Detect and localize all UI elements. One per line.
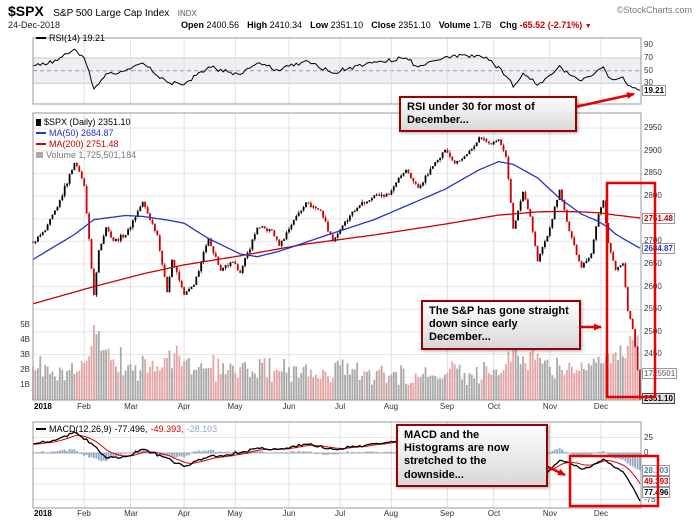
index-name: S&P 500 Large Cap Index (53, 8, 170, 19)
x-axis-month-label: Sep (439, 402, 455, 411)
histogram-value-label: -28.103 (186, 424, 218, 434)
x-axis-month-label: Nov (542, 402, 558, 411)
volume-last-value-box: 1725501 (642, 368, 678, 379)
volume-axis-label: 3B (20, 350, 30, 359)
rsi-axis-label: 30 (644, 78, 653, 87)
quote-date: 24-Dec-2018 (8, 20, 61, 30)
quote-close: Close 2351.10 (371, 20, 431, 30)
ma50-line-icon (36, 132, 46, 134)
price-axis-label: 2950 (644, 123, 662, 132)
ma200-line-icon (36, 143, 46, 145)
callout-price-note: The S&P has gone straight down since ear… (421, 300, 581, 350)
quote-low: Low 2351.10 (310, 20, 364, 30)
quote-open: Open 2400.56 (181, 20, 240, 30)
volume-axis-label: 2B (20, 365, 30, 374)
rsi-axis-label: 90 (644, 40, 653, 49)
macd-legend-name: MACD(12,26,9) (49, 424, 112, 434)
quote-change: Chg -65.52 (-2.71%) ▼ (499, 20, 592, 30)
rsi-line-icon (36, 37, 46, 39)
x-axis-month-label: 2018 (34, 402, 52, 411)
symbol: $SPX (8, 3, 44, 19)
exchange: INDX (177, 9, 197, 18)
macd-line-icon (36, 428, 46, 430)
x-axis-month-label: Jul (334, 509, 346, 518)
chart-header: $SPX S&P 500 Large Cap Index INDX ©Stock… (8, 3, 692, 19)
x-axis-month-label: Oct (487, 509, 501, 518)
price-axis-label: 2650 (644, 259, 662, 268)
x-axis-month-label: May (227, 402, 243, 411)
quote-row: 24-Dec-2018 Open 2400.56 High 2410.34 Lo… (8, 20, 692, 30)
signal-value-label: -49.393, (150, 424, 184, 434)
close-last-value-box: 2351.10 (642, 393, 675, 404)
volume-bars-icon (36, 152, 43, 158)
macd-signal-value-box: 49.393 (642, 476, 671, 487)
rsi-axis-label: 50 (644, 66, 653, 75)
macd-legend: MACD(12,26,9) -77.496, -49.393, -28.103 (36, 424, 217, 434)
callout-macd-note: MACD and the Histograms are now stretche… (396, 424, 548, 487)
volume-axis-label: 1B (20, 380, 30, 389)
macd-axis-label: 25 (644, 433, 653, 442)
price-axis-label: 2850 (644, 168, 662, 177)
volume-legend-label: Volume 1,725,501,184 (46, 150, 137, 160)
ma200-legend-label: MA(200) 2751.48 (49, 139, 119, 149)
x-axis-month-label: Nov (542, 509, 558, 518)
price-axis-label: 2550 (644, 304, 662, 313)
x-axis-month-label: Oct (487, 402, 501, 411)
volume-axis-label: 5B (20, 320, 30, 329)
ma50-legend: MA(50) 2684.87 (36, 128, 114, 138)
x-axis-month-label: Dec (593, 402, 609, 411)
candlestick-icon (36, 118, 41, 126)
price-axis-label: 2500 (644, 327, 662, 336)
spx-legend: $SPX (Daily) 2351.10 (36, 117, 131, 127)
quote-high: High 2410.34 (247, 20, 303, 30)
x-axis-month-label: 2018 (34, 509, 52, 518)
volume-legend: Volume 1,725,501,184 (36, 150, 136, 160)
price-axis-label: 2600 (644, 282, 662, 291)
ma200-last-value-box: 2751.48 (642, 213, 675, 224)
quote-volume: Volume 1.7B (438, 20, 492, 30)
x-axis-month-label: Mar (124, 509, 138, 518)
rsi-legend: RSI(14) 19.21 (36, 33, 105, 43)
rsi-last-value-box: 19.21 (642, 85, 667, 96)
spx-legend-label: $SPX (Daily) 2351.10 (44, 117, 131, 127)
x-axis-month-label: Jun (282, 509, 296, 518)
price-axis-label: 2800 (644, 191, 662, 200)
ma50-last-value-box: 2684.87 (642, 243, 675, 254)
x-axis-month-label: Apr (177, 402, 191, 411)
down-triangle-icon: ▼ (584, 23, 592, 30)
x-axis-month-label: Jun (282, 402, 296, 411)
rsi-axis-label: 70 (644, 53, 653, 62)
x-axis-month-label: May (227, 509, 243, 518)
x-axis-month-label: Aug (383, 509, 399, 518)
x-axis-month-label: Sep (439, 509, 455, 518)
rsi-legend-label: RSI(14) 19.21 (49, 33, 106, 43)
x-axis-month-label: Dec (593, 509, 609, 518)
x-axis-month-label: Mar (124, 402, 138, 411)
macd-hist-value-box: 28.103 (642, 465, 671, 476)
x-axis-month-label: Feb (77, 402, 91, 411)
volume-axis-label: 4B (20, 335, 30, 344)
ma50-legend-label: MA(50) 2684.87 (49, 128, 114, 138)
price-axis-label: 2450 (644, 349, 662, 358)
x-axis-month-label: Feb (77, 509, 91, 518)
macd-value-label: -77.496, (114, 424, 148, 434)
x-axis-month-label: Jul (334, 402, 346, 411)
x-axis-month-label: Aug (383, 402, 399, 411)
callout-rsi-note: RSI under 30 for most of December... (399, 96, 577, 133)
macd-line-value-box: 77.496 (642, 487, 671, 498)
ma200-legend: MA(200) 2751.48 (36, 139, 119, 149)
price-axis-label: 2900 (644, 146, 662, 155)
macd-axis-label: 0 (644, 448, 649, 457)
x-axis-month-label: Apr (177, 509, 191, 518)
stockcharts-brand: ©StockCharts.com (616, 5, 692, 15)
